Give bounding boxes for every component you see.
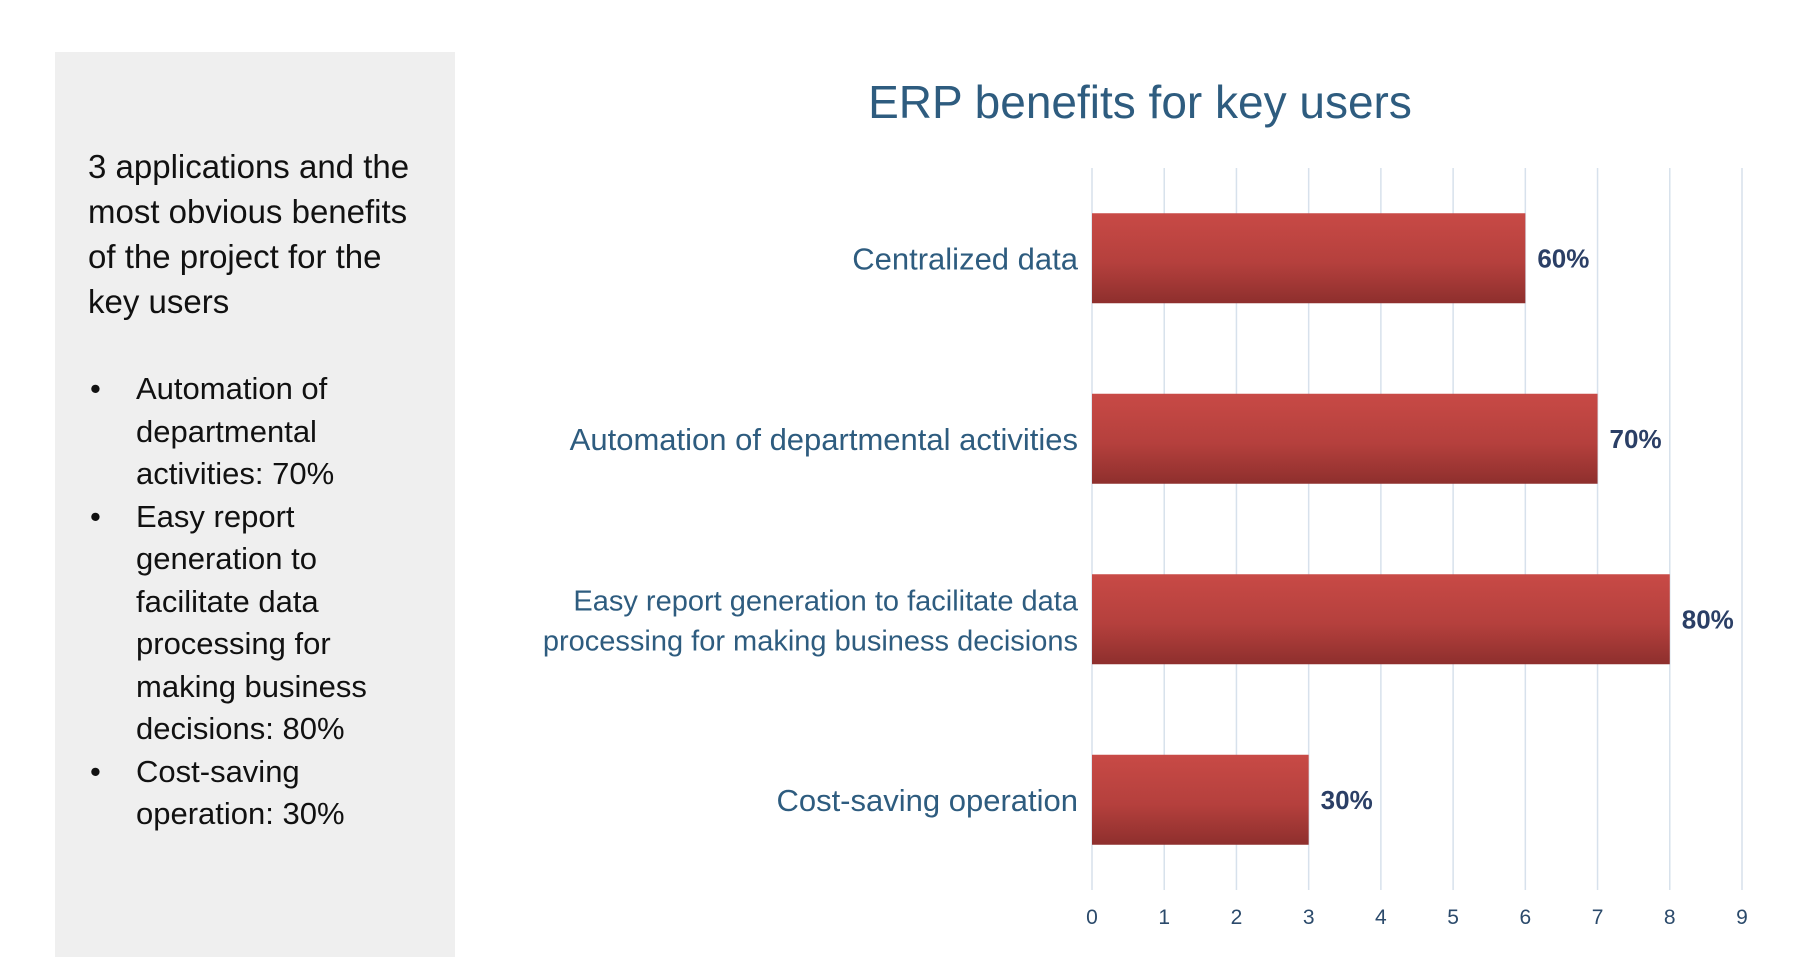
data-label: 30% (1321, 785, 1373, 815)
bar (1092, 393, 1598, 484)
x-tick-label: 9 (1736, 906, 1748, 929)
category-label: Easy report generation to facilitate dat… (573, 585, 1078, 617)
list-item: • Easy report generation to facilitate da… (88, 496, 431, 751)
category-label: processing for making business decisions (543, 625, 1078, 657)
side-panel: 3 applications and the most obvious bene… (55, 52, 455, 957)
x-tick-label: 2 (1231, 906, 1243, 929)
bullet-icon: • (90, 498, 101, 534)
x-tick-label: 5 (1447, 906, 1459, 929)
x-tick-label: 8 (1664, 906, 1676, 929)
x-tick-label: 3 (1303, 906, 1315, 929)
x-tick-label: 0 (1086, 906, 1098, 929)
list-item-text: Cost-saving operation: 30% (136, 753, 345, 832)
data-label: 70% (1610, 424, 1662, 454)
data-label: 80% (1682, 604, 1734, 634)
bar (1092, 754, 1309, 845)
data-label: 60% (1537, 243, 1589, 273)
list-item: • Cost-saving operation: 30% (88, 751, 431, 836)
bar-chart: 0 1 2 3 4 5 6 7 8 9 60% Centralized data 70% Automati… (543, 168, 1748, 929)
x-tick-label: 1 (1158, 906, 1170, 929)
bullet-icon: • (90, 753, 101, 789)
side-panel-intro: 3 applications and the most obvious bene… (88, 148, 410, 320)
x-tick-label: 7 (1592, 906, 1604, 929)
x-tick-label: 6 (1519, 906, 1531, 929)
bullet-icon: • (90, 371, 101, 406)
list-item: • Automation of departmental activities: … (88, 368, 431, 496)
bar (1092, 213, 1526, 304)
x-tick-label: 4 (1375, 906, 1387, 929)
category-label: Automation of departmental activities (570, 422, 1078, 457)
bar (1092, 574, 1670, 665)
list-item-text: Easy report generation to facilitate dat… (136, 498, 367, 747)
chart-title: ERP benefits for key users (868, 76, 1412, 128)
category-label: Cost-saving operation (776, 783, 1078, 818)
list-item-text: Automation of departmental activities: 7… (136, 371, 335, 491)
category-label: Centralized data (852, 241, 1079, 276)
side-panel-list: • Automation of departmental activities: … (88, 368, 431, 836)
